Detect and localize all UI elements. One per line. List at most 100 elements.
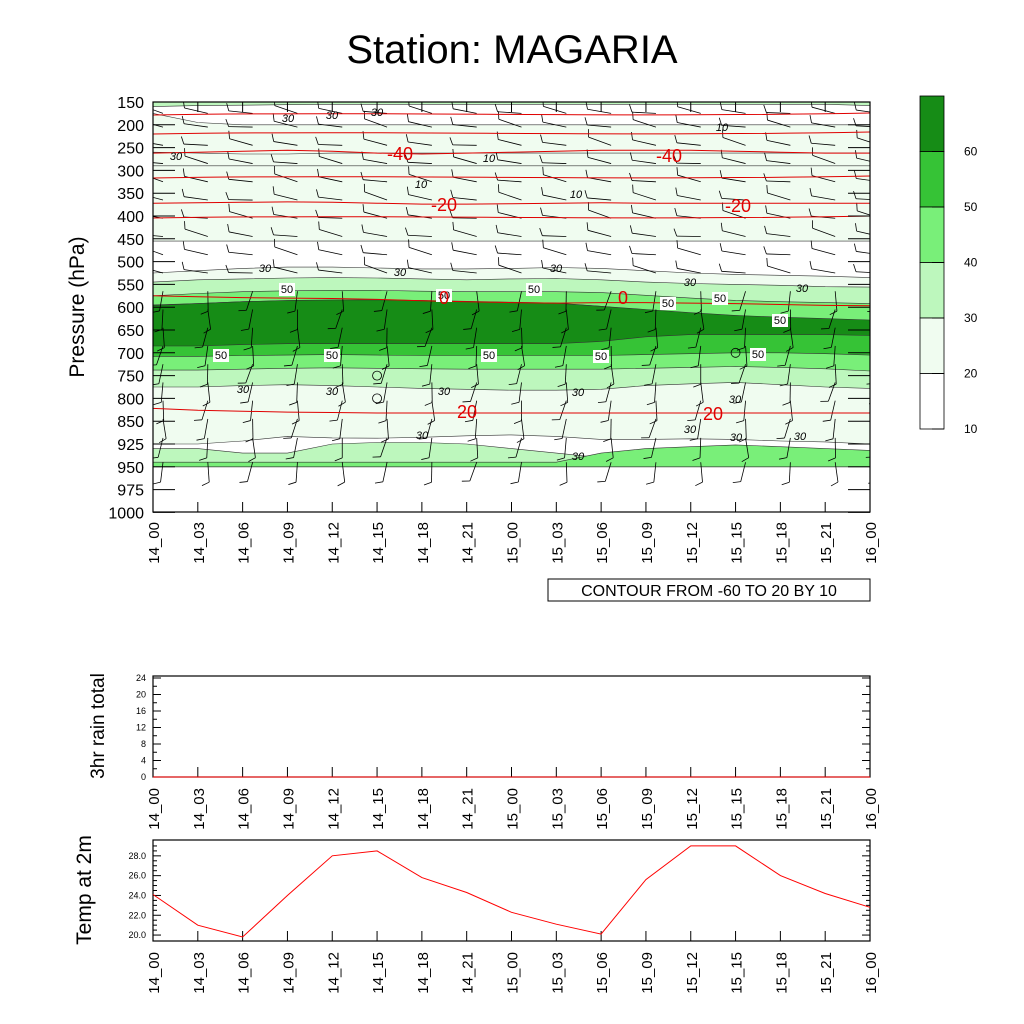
humidity-contour-label-text: 30	[371, 107, 384, 119]
wind-barb-shaft	[229, 138, 253, 146]
wind-barb-shaft	[676, 142, 701, 146]
calm-wind-circle	[372, 370, 382, 381]
temp-x-tick-label: 15_09	[639, 952, 656, 994]
colorbar-label: 40	[964, 256, 978, 270]
wind-barb-flag	[739, 365, 748, 370]
wind-barb-shaft	[380, 437, 388, 457]
wind-barb-shaft	[184, 155, 208, 164]
wind-barb	[153, 382, 164, 405]
wind-barb-flag	[381, 438, 389, 443]
wind-barb	[498, 257, 522, 274]
wind-barb	[597, 382, 612, 404]
wind-barb-flag	[471, 383, 479, 389]
humidity-contour-label: 30	[730, 432, 743, 444]
temp-x-tick-label: 15_06	[594, 952, 611, 994]
humidity-contour-label: 30	[729, 394, 742, 406]
wind-barb	[542, 239, 567, 256]
wind-barb	[225, 191, 253, 201]
wind-barb	[738, 418, 747, 443]
wind-barb-shaft	[562, 345, 567, 366]
wind-barb-shaft	[603, 291, 612, 311]
wind-barb-flag	[673, 155, 678, 164]
wind-barb	[718, 190, 746, 201]
wind-barb	[381, 418, 389, 443]
wind-barb	[317, 241, 343, 256]
wind-barb-flag	[586, 222, 589, 231]
wind-barb	[360, 244, 388, 256]
wind-barb-shaft	[318, 217, 343, 219]
wind-barb	[629, 104, 656, 114]
humidity-contour-label: 30	[796, 283, 809, 295]
wind-barb	[766, 185, 791, 201]
rain-x-tick-label: 14_21	[460, 788, 477, 830]
main-x-tick-label: 15_06	[594, 522, 611, 564]
wind-barb-flag	[828, 383, 837, 388]
temp-x-tick-label: 14_09	[280, 952, 297, 994]
wind-barb-flag	[272, 186, 275, 195]
humidity-contour-label: 50	[481, 349, 497, 362]
wind-barb-flag	[687, 346, 696, 349]
wind-barb-flag	[829, 310, 838, 316]
temperature-contour-label: -20	[725, 196, 751, 216]
wind-barb-flag	[376, 328, 385, 332]
temperature-contour-3	[153, 407, 870, 414]
wind-barb	[288, 462, 298, 485]
wind-barb-flag	[689, 438, 698, 441]
wind-barb-shaft	[431, 309, 434, 330]
humidity-contour-label-text: 10	[415, 179, 428, 191]
temp-x-tick-label: 14_18	[415, 952, 432, 994]
wind-barb-flag	[329, 419, 338, 422]
wind-barb	[854, 170, 870, 181]
wind-barb	[227, 151, 253, 164]
wind-barb-flag	[766, 185, 768, 194]
wind-barb-shaft	[291, 345, 298, 366]
wind-barb	[734, 309, 746, 332]
wind-barb-flag	[248, 457, 256, 462]
wind-barb-flag	[193, 419, 202, 421]
wind-barb	[552, 327, 567, 348]
wind-barb-flag	[451, 169, 454, 178]
wind-barb	[286, 364, 298, 387]
wind-barb-flag	[226, 244, 230, 253]
label-bg	[750, 348, 766, 361]
wind-barb-flag	[718, 190, 723, 199]
wind-barb	[153, 345, 164, 366]
wind-barb	[809, 260, 836, 274]
wind-barb	[225, 264, 253, 274]
humidity-cross-section-chart: 10 10 10 10 30 30 30 30 30 30 30 30 30 30 30 30 30 30 30 30…	[66, 95, 978, 602]
wind-barb-shaft	[228, 110, 253, 114]
wind-barb-shaft	[245, 364, 254, 384]
wind-barb	[603, 418, 612, 443]
wind-barb-shaft	[587, 229, 612, 237]
wind-barb-shaft	[341, 364, 344, 385]
humidity-contour-label: 50	[660, 297, 676, 310]
wind-barb-shaft	[827, 382, 836, 402]
rain-y-tick-label: 8	[141, 739, 146, 749]
wind-barb-shaft	[498, 139, 522, 146]
wind-barb-flag	[180, 209, 185, 218]
wind-barb-flag	[450, 189, 454, 198]
wind-barb-shaft	[517, 462, 522, 483]
wind-barb	[153, 269, 164, 274]
main-x-tick-label: 15_15	[729, 522, 746, 564]
wind-barb-flag	[508, 383, 517, 386]
wind-barb-flag	[494, 245, 498, 254]
wind-barb-flag	[598, 328, 607, 331]
wind-barb-flag	[513, 420, 522, 424]
wind-barb-flag	[718, 117, 723, 126]
wind-barb-flag	[853, 191, 857, 199]
y-tick-label: 850	[117, 414, 144, 431]
wind-barb-shaft	[453, 176, 477, 183]
wind-barb	[363, 256, 388, 274]
wind-barb-shaft	[784, 418, 791, 439]
wind-barb-shaft	[383, 382, 388, 403]
wind-barb-shaft	[318, 108, 343, 114]
wind-barb-flag	[338, 401, 346, 407]
wind-barb-flag	[866, 383, 870, 385]
wind-barb-shaft	[766, 233, 791, 237]
wind-barb-shaft	[498, 191, 522, 201]
rh-band-40-50-low	[153, 444, 870, 468]
wind-barb-flag	[285, 457, 294, 460]
wind-barb-flag	[335, 383, 344, 388]
humidity-contour-label: 30	[550, 263, 563, 275]
